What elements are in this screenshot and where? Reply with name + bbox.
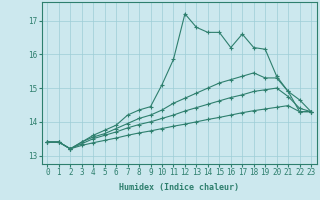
X-axis label: Humidex (Indice chaleur): Humidex (Indice chaleur)	[119, 183, 239, 192]
